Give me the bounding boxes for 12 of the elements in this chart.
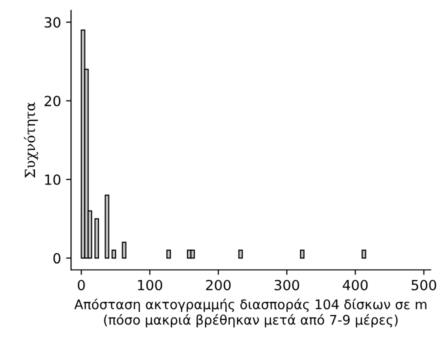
x-axis-title: Απόσταση ακτογραμμής διασποράς 104 δίσκων σε m (πόσο μακριά βρέθηκαν μετά από 7-9 μέρες) bbox=[74, 298, 426, 328]
y-tick-label: 10 bbox=[45, 174, 60, 185]
x-tick-label: 100 bbox=[138, 280, 162, 290]
x-tick-label: 0 bbox=[78, 280, 85, 290]
x-tick-label: 400 bbox=[342, 280, 368, 290]
x-tick-label: 200 bbox=[206, 280, 231, 290]
x-tick-label: 500 bbox=[412, 280, 436, 290]
x-tick-label: 300 bbox=[274, 280, 300, 290]
y-tick-label: 30 bbox=[44, 17, 60, 28]
y-axis-title: Συχνότητα bbox=[24, 102, 38, 178]
y-tick-label: 20 bbox=[44, 96, 60, 106]
y-tick-label: 0 bbox=[53, 253, 60, 264]
